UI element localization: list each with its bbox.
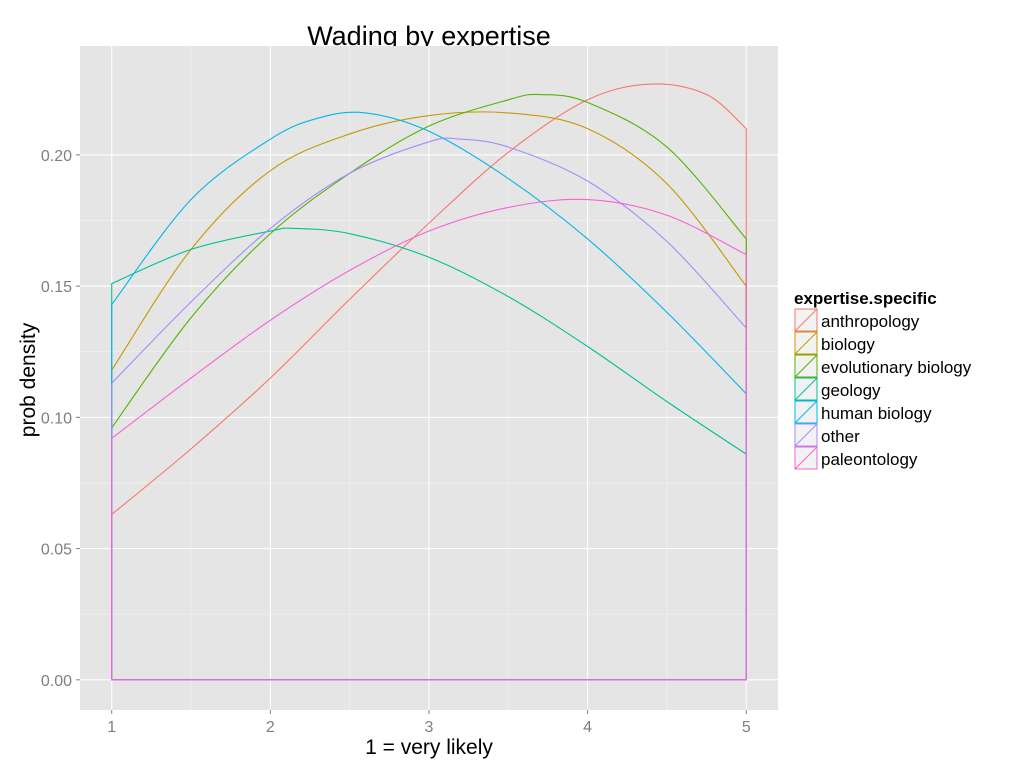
y-tick-label: 0.20 (41, 148, 72, 165)
legend-title: expertise.specific (794, 289, 937, 308)
legend-key-line (794, 308, 818, 332)
legend-key-line (794, 446, 818, 470)
legend: expertise.specific anthropology biology ev… (794, 289, 972, 470)
legend-label: paleontology (821, 450, 918, 469)
x-axis-title: 1 = very likely (365, 736, 493, 759)
x-tick-label: 1 (107, 719, 116, 736)
legend-item-human-biology: human biology (794, 400, 932, 424)
y-tick-label: 0.00 (41, 673, 72, 690)
density-line-biology (111, 111, 747, 681)
legend-item-paleontology: paleontology (794, 446, 918, 470)
density-line-paleontology (111, 198, 747, 681)
legend-key-line (794, 331, 818, 355)
legend-item-geology: geology (794, 377, 881, 401)
legend-item-anthropology: anthropology (794, 308, 920, 332)
legend-label: evolutionary biology (821, 358, 972, 377)
legend-items: anthropology biology evolutionary biology g… (794, 308, 972, 470)
legend-key-line (794, 423, 818, 447)
x-tick-label: 5 (742, 719, 751, 736)
legend-label: other (821, 427, 860, 446)
legend-item-evolutionary-biology: evolutionary biology (794, 354, 972, 378)
x-axis-ticks: 1 2 3 4 5 (107, 710, 751, 736)
legend-label: geology (821, 381, 881, 400)
legend-key-line (794, 354, 818, 378)
y-axis-ticks: 0.00 0.05 0.10 0.15 0.20 (41, 148, 80, 690)
density-line-other (111, 137, 747, 681)
density-line-human-biology (111, 111, 747, 681)
y-tick-label: 0.05 (41, 542, 72, 559)
legend-item-biology: biology (794, 331, 875, 355)
x-tick-label: 4 (583, 719, 592, 736)
legend-label: human biology (821, 404, 932, 423)
series-layer (111, 83, 747, 681)
y-tick-label: 0.15 (41, 279, 72, 296)
x-tick-label: 3 (425, 719, 434, 736)
legend-key-line (794, 400, 818, 424)
x-tick-label: 2 (266, 719, 275, 736)
density-line-evolutionary-biology (111, 93, 747, 681)
legend-key-line (794, 377, 818, 401)
legend-label: anthropology (821, 312, 920, 331)
density-line-geology (111, 227, 747, 681)
y-tick-label: 0.10 (41, 410, 72, 427)
y-axis-title: prob density (17, 322, 40, 437)
legend-label: biology (821, 335, 875, 354)
legend-item-other: other (794, 423, 860, 447)
density-line-anthropology (111, 83, 747, 681)
